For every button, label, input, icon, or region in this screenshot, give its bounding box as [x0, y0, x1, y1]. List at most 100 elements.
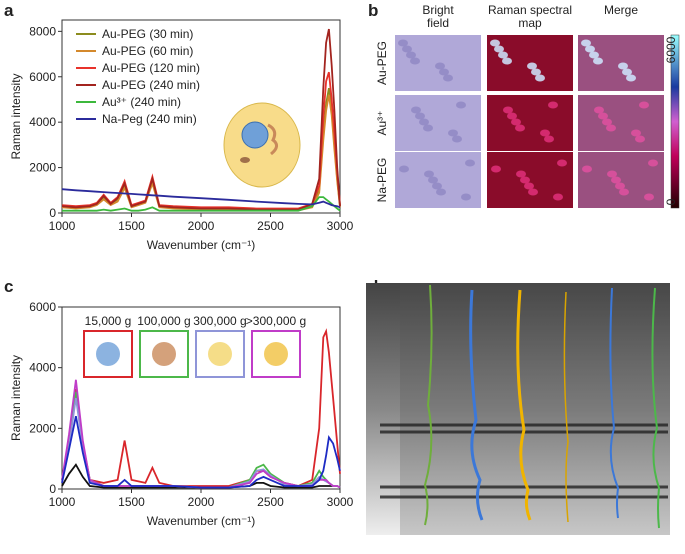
y-tick-label: 6000	[29, 70, 56, 84]
y-tick-label: 4000	[29, 361, 56, 375]
cell	[419, 118, 429, 126]
cell	[423, 124, 433, 132]
cell	[503, 106, 513, 114]
cell	[448, 129, 458, 137]
cell	[428, 176, 438, 184]
x-axis-label: Wavenumber (cm⁻¹)	[147, 514, 256, 528]
cell	[635, 135, 645, 143]
cell	[432, 182, 442, 190]
series-line	[61, 397, 341, 489]
legend-label: 15,000 g	[85, 314, 132, 328]
x-tick-label: 3000	[327, 495, 354, 509]
legend-label: Na-Peg (240 min)	[102, 112, 197, 126]
cell	[531, 68, 541, 76]
y-tick-label: 6000	[29, 300, 56, 314]
y-axis-label: Raman intensity	[9, 73, 23, 159]
cell	[535, 74, 545, 82]
series-line	[61, 28, 341, 211]
x-tick-label: 2000	[188, 219, 215, 233]
x-tick-label: 1500	[118, 495, 145, 509]
cell	[540, 129, 550, 137]
x-tick-label: 3000	[327, 219, 354, 233]
legend-icon	[208, 342, 232, 366]
cell	[548, 101, 558, 109]
cell	[619, 188, 629, 196]
x-tick-label: 2500	[257, 495, 284, 509]
legend-label: Au³⁺ (240 min)	[102, 95, 181, 109]
row-header: Na-PEG	[375, 158, 389, 203]
cell	[511, 118, 521, 126]
legend-label: Au-PEG (240 min)	[102, 78, 200, 92]
legend-icon	[264, 342, 288, 366]
cell	[399, 165, 409, 173]
y-tick-label: 0	[49, 206, 56, 220]
y-tick-label: 2000	[29, 421, 56, 435]
cell	[581, 39, 591, 47]
cell-illustration	[223, 102, 301, 188]
legend-label: Au-PEG (120 min)	[102, 61, 200, 75]
legend-label: Au-PEG (30 min)	[102, 27, 193, 41]
cell	[398, 39, 408, 47]
cell	[606, 124, 616, 132]
cell	[611, 176, 621, 184]
cell	[520, 176, 530, 184]
cell	[490, 39, 500, 47]
x-tick-label: 1000	[49, 495, 76, 509]
column-header: Raman spectral map	[488, 3, 572, 30]
micrograph	[578, 95, 664, 151]
micrograph	[395, 95, 481, 151]
cell	[461, 193, 471, 201]
series-line	[61, 379, 341, 489]
y-tick-label: 0	[49, 482, 56, 496]
legend-label: Au-PEG (60 min)	[102, 44, 193, 58]
cell	[452, 135, 462, 143]
cell	[626, 74, 636, 82]
column-header: Bright field	[422, 3, 454, 30]
series-line	[62, 196, 341, 212]
colorbar-label: 0	[664, 198, 678, 205]
cell	[594, 106, 604, 114]
x-tick-label: 1500	[118, 219, 145, 233]
cell	[494, 45, 504, 53]
cell	[515, 124, 525, 132]
column-header: Merge	[604, 3, 638, 17]
cell	[598, 112, 608, 120]
cell	[411, 106, 421, 114]
cell	[507, 112, 517, 120]
cell	[615, 182, 625, 190]
gel-image	[366, 283, 670, 535]
cell	[524, 182, 534, 190]
series-line	[61, 94, 341, 212]
cell	[406, 51, 416, 59]
cell	[607, 170, 617, 178]
colorbar	[670, 34, 680, 209]
microscopy-grid: Bright field Raman spectral map Merge Au-PEG A…	[375, 3, 680, 209]
cell	[589, 51, 599, 59]
cell	[528, 188, 538, 196]
cell	[491, 165, 501, 173]
row-header: Au³⁺	[375, 110, 389, 135]
panel-label: b	[368, 1, 378, 20]
cell	[402, 45, 412, 53]
cell	[544, 135, 554, 143]
panel-label: c	[4, 277, 13, 296]
cell	[639, 101, 649, 109]
cell	[644, 193, 654, 201]
cell	[439, 68, 449, 76]
cell	[498, 51, 508, 59]
cell	[553, 193, 563, 201]
legend-icon	[152, 342, 176, 366]
series-line	[61, 416, 341, 489]
legend-icon	[96, 342, 120, 366]
legend-label: >300,000 g	[246, 314, 306, 328]
cell	[436, 188, 446, 196]
cell	[465, 159, 475, 167]
cell	[618, 62, 628, 70]
cell	[435, 62, 445, 70]
cell	[415, 112, 425, 120]
row-header: Au-PEG	[375, 41, 389, 85]
y-tick-label: 4000	[29, 115, 56, 129]
cell	[527, 62, 537, 70]
cell	[502, 57, 512, 65]
